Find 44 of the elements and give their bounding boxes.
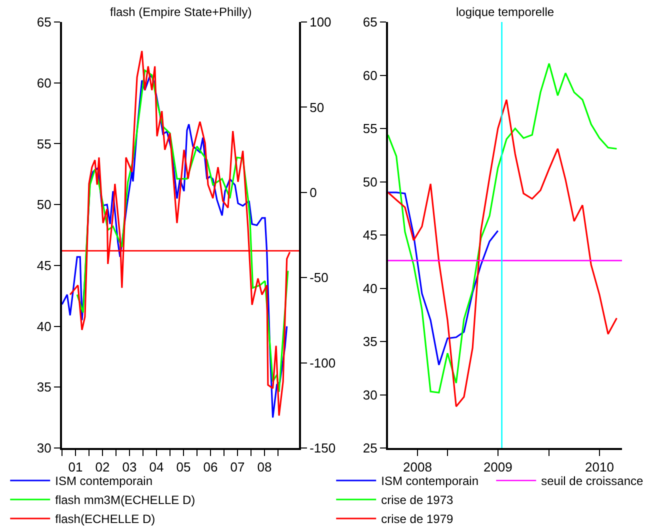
legend-label: ISM contemporain [55, 474, 153, 488]
chart-title: logique temporelle [456, 5, 554, 19]
legend-label: crise de 1973 [381, 493, 454, 508]
y-tick-label: 30 [362, 387, 378, 402]
line-series [388, 192, 499, 366]
legend-label: seuil de croissance [541, 474, 644, 488]
y-tick-label: 50 [36, 197, 52, 212]
y-tick-label: 55 [362, 121, 378, 136]
x-tick-label: 02 [95, 460, 110, 475]
legend-label: flash(ECHELLE D) [55, 512, 156, 526]
x-tick-label: 04 [149, 460, 164, 475]
y2-tick-label: 0 [310, 184, 317, 200]
y2-tick-label: -150 [310, 440, 336, 456]
x-tick-label: 2008 [403, 460, 432, 475]
chart-title: flash (Empire State+Philly) [110, 5, 252, 19]
y-tick-label: 50 [362, 174, 378, 190]
legend-label: crise de 1979 [381, 512, 454, 526]
x-tick-label: 06 [203, 460, 218, 475]
x-tick-label: 03 [122, 460, 137, 475]
y-tick-label: 40 [362, 280, 378, 296]
y-tick-label: 65 [36, 14, 52, 30]
legend-label: flash mm3M(ECHELLE D) [55, 493, 196, 508]
y-tick-label: 40 [36, 318, 52, 334]
y-tick-label: 30 [36, 440, 52, 456]
y-tick-label: 25 [362, 440, 378, 456]
y-tick-label: 60 [36, 75, 52, 90]
y-tick-label: 45 [36, 258, 52, 273]
y-tick-label: 35 [36, 380, 52, 395]
y-tick-label: 65 [362, 14, 378, 30]
y2-tick-label: 50 [310, 100, 324, 115]
y-tick-label: 60 [362, 68, 378, 83]
x-tick-label: 01 [68, 460, 83, 475]
x-tick-label: 05 [176, 460, 191, 475]
y-tick-label: 45 [362, 228, 378, 243]
y2-tick-label: -100 [310, 355, 336, 370]
x-tick-label: 08 [257, 460, 272, 475]
y2-tick-label: 100 [310, 14, 332, 30]
x-tick-label: 2010 [585, 460, 614, 475]
y2-tick-label: -50 [310, 270, 328, 286]
x-tick-label: 07 [230, 460, 245, 475]
x-tick-label: 2009 [483, 460, 512, 475]
y-tick-label: 55 [36, 136, 52, 152]
y-tick-label: 35 [362, 334, 378, 350]
legend-label: ISM contemporain [381, 474, 479, 488]
